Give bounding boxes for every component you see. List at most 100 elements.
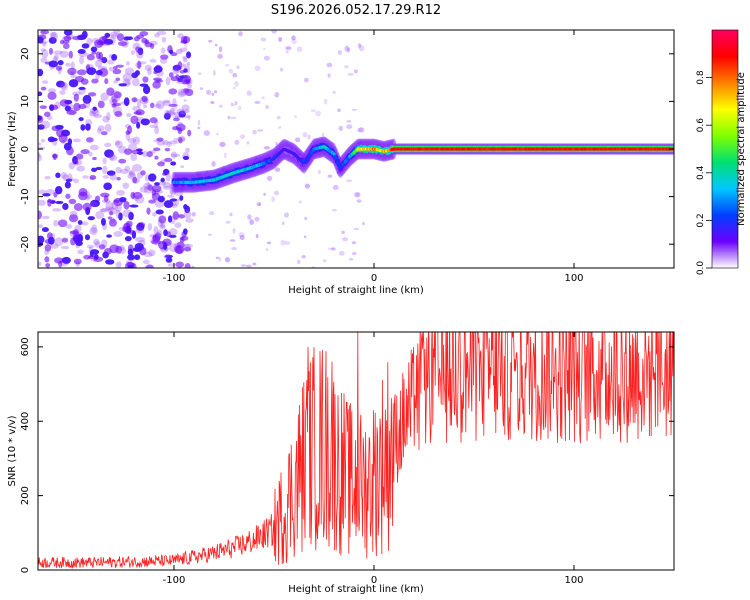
noise-speckle (205, 171, 209, 174)
noise-speckle (214, 43, 218, 47)
noise-blob (164, 157, 173, 163)
noise-blob (143, 185, 152, 194)
noise-blob (97, 65, 108, 71)
noise-blob (74, 224, 82, 233)
noise-blob (93, 113, 103, 119)
noise-blob (111, 94, 117, 101)
noise-speckle (263, 55, 270, 61)
noise-blob (41, 227, 49, 233)
noise-blob (153, 147, 161, 152)
noise-blob (118, 226, 128, 231)
noise-blob (65, 224, 73, 229)
noise-blob (169, 186, 174, 196)
noise-blob (175, 64, 180, 73)
noise-speckle (348, 257, 354, 261)
noise-speckle (224, 63, 230, 67)
noise-blob (142, 259, 150, 265)
noise-blob (124, 67, 134, 75)
noise-blob (65, 62, 71, 67)
noise-blob (147, 184, 153, 191)
noise-speckle (218, 46, 223, 53)
x-tick-label: 100 (564, 273, 583, 284)
noise-speckle (232, 103, 236, 106)
noise-blob (85, 64, 91, 72)
noise-blob (159, 54, 169, 60)
noise-blob (136, 122, 141, 129)
noise-blob (38, 68, 44, 77)
noise-blob (47, 88, 57, 93)
noise-blob (139, 83, 149, 87)
noise-blob (179, 195, 184, 201)
noise-blob (38, 36, 44, 44)
noise-blob (113, 79, 119, 84)
noise-speckle (197, 72, 202, 76)
noise-speckle (331, 208, 337, 212)
noise-blob (108, 218, 117, 227)
noise-blob (105, 201, 114, 211)
noise-speckle (249, 219, 254, 226)
noise-blob (169, 227, 178, 236)
noise-speckle (338, 250, 345, 256)
noise-blob (132, 191, 143, 199)
noise-speckle (238, 232, 245, 238)
noise-blob (86, 53, 95, 61)
noise-speckle (234, 139, 240, 145)
noise-blob (145, 264, 154, 268)
y-tick-label: 10 (20, 95, 31, 108)
noise-blob (137, 221, 146, 229)
noise-blob (112, 102, 122, 107)
noise-blob (184, 88, 194, 97)
noise-speckle (303, 235, 307, 239)
noise-blob (46, 115, 53, 120)
noise-blob (144, 64, 152, 71)
noise-speckle (310, 109, 316, 112)
noise-speckle (298, 200, 302, 204)
noise-blob (86, 244, 95, 249)
noise-blob (106, 234, 112, 238)
y-tick-label: -10 (20, 188, 31, 204)
noise-blob (111, 54, 118, 61)
noise-blob (64, 105, 72, 112)
noise-blob (173, 190, 184, 196)
noise-blob (174, 200, 180, 206)
noise-blob (58, 133, 68, 143)
noise-blob (149, 234, 155, 238)
noise-blob (172, 70, 179, 75)
noise-blob (128, 170, 134, 176)
x-tick-label: 0 (371, 575, 377, 586)
noise-blob (52, 153, 57, 161)
noise-speckle (217, 53, 224, 59)
noise-blob (163, 254, 172, 260)
noise-blob (136, 171, 144, 179)
noise-speckle (246, 141, 250, 145)
x-tick-label: 0 (371, 273, 377, 284)
noise-speckle (203, 130, 210, 136)
noise-speckle (230, 116, 237, 120)
chart-title: S196.2026.052.17.29.R12 (271, 3, 441, 18)
noise-blob (103, 195, 109, 203)
spectrogram-y-axis: -20 -10 0 10 20 (20, 47, 674, 252)
noise-blob (68, 214, 79, 223)
noise-blob (178, 137, 183, 144)
noise-blob (127, 125, 133, 135)
noise-speckle (180, 244, 185, 251)
noise-blob (150, 238, 158, 244)
noise-blob (117, 41, 128, 47)
noise-speckle (296, 46, 303, 53)
noise-speckle (266, 241, 272, 245)
noise-speckle (354, 69, 358, 74)
noise-speckle (224, 257, 231, 263)
noise-blob (159, 181, 167, 186)
noise-speckle (207, 233, 212, 236)
noise-blob (131, 164, 142, 172)
noise-speckle (225, 220, 231, 224)
noise-blob (147, 67, 152, 76)
noise-blob (175, 137, 186, 143)
noise-blob (133, 111, 142, 115)
noise-speckle (327, 247, 334, 251)
noise-blob (124, 148, 133, 155)
noise-blob (183, 228, 188, 235)
noise-speckle (332, 91, 336, 94)
noise-blob (86, 37, 93, 45)
noise-blob (62, 202, 69, 211)
